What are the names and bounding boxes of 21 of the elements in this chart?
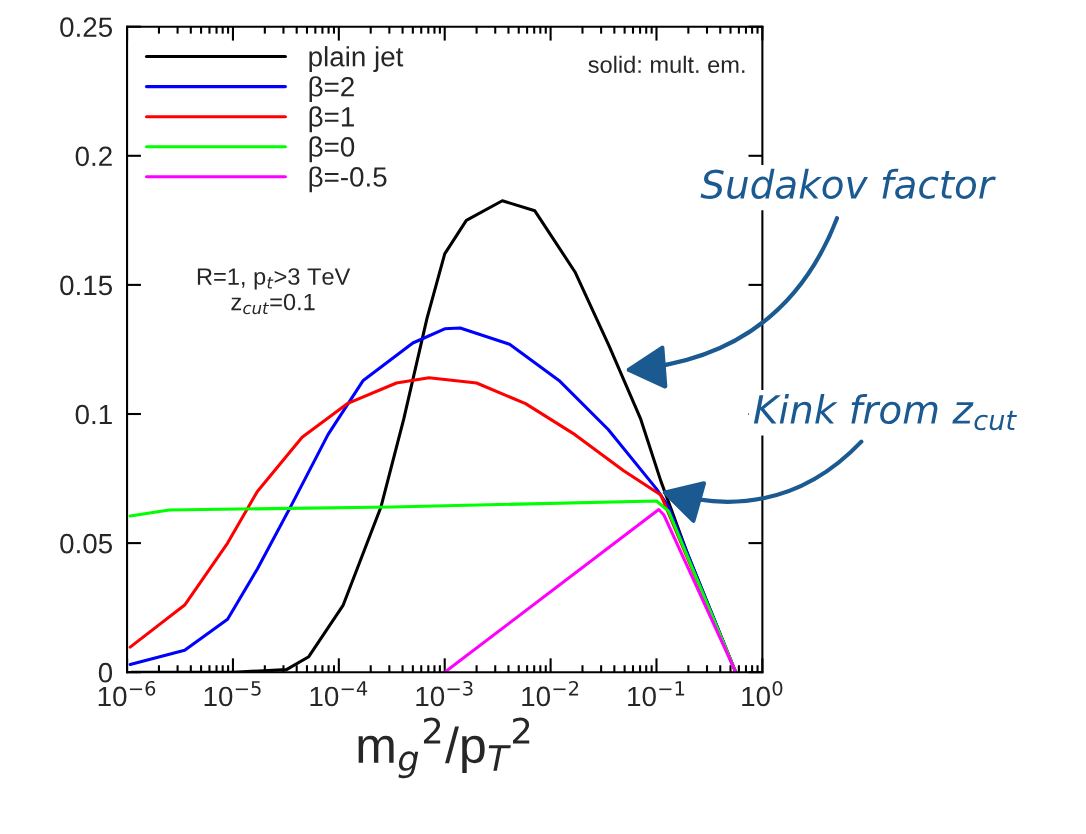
annotation: solid: mult. em. [588,55,745,74]
legend-label: β=1 [309,106,354,133]
legend-label: plain jet [309,46,404,73]
x-tick-label: 10$^{−2}$ [522,680,579,707]
y-tick-label: 0.05 [60,533,113,554]
legend-label: β=0 [309,136,355,163]
x-tick-label: 10$^{0}$ [742,680,783,707]
x-axis-title: m$_{g}$$^{2}$/p$_{T}$$^{2}$ [358,717,530,779]
x-tick-label: 10$^{−3}$ [416,680,473,707]
legend-label: β=-0.5 [309,166,387,193]
x-tick-label: 10$^{−5}$ [204,681,261,707]
y-tick-label: 0.15 [60,275,113,296]
annotation: Kink from z$_{cut}$ [753,394,1017,431]
x-tick-label: 10$^{−1}$ [628,681,685,707]
x-tick-label: 10$^{−4}$ [310,681,368,707]
y-tick-label: 0.2 [75,146,112,167]
legend-label: β=2 [309,76,354,103]
text: R=1, p$_{t}$>3 TeV z$_{cut}$=0.1 [197,268,351,315]
y-tick-label: 0.1 [75,404,112,425]
y-tick-label: 0.25 [60,17,113,38]
annotation: Sudakov factor [700,168,996,199]
